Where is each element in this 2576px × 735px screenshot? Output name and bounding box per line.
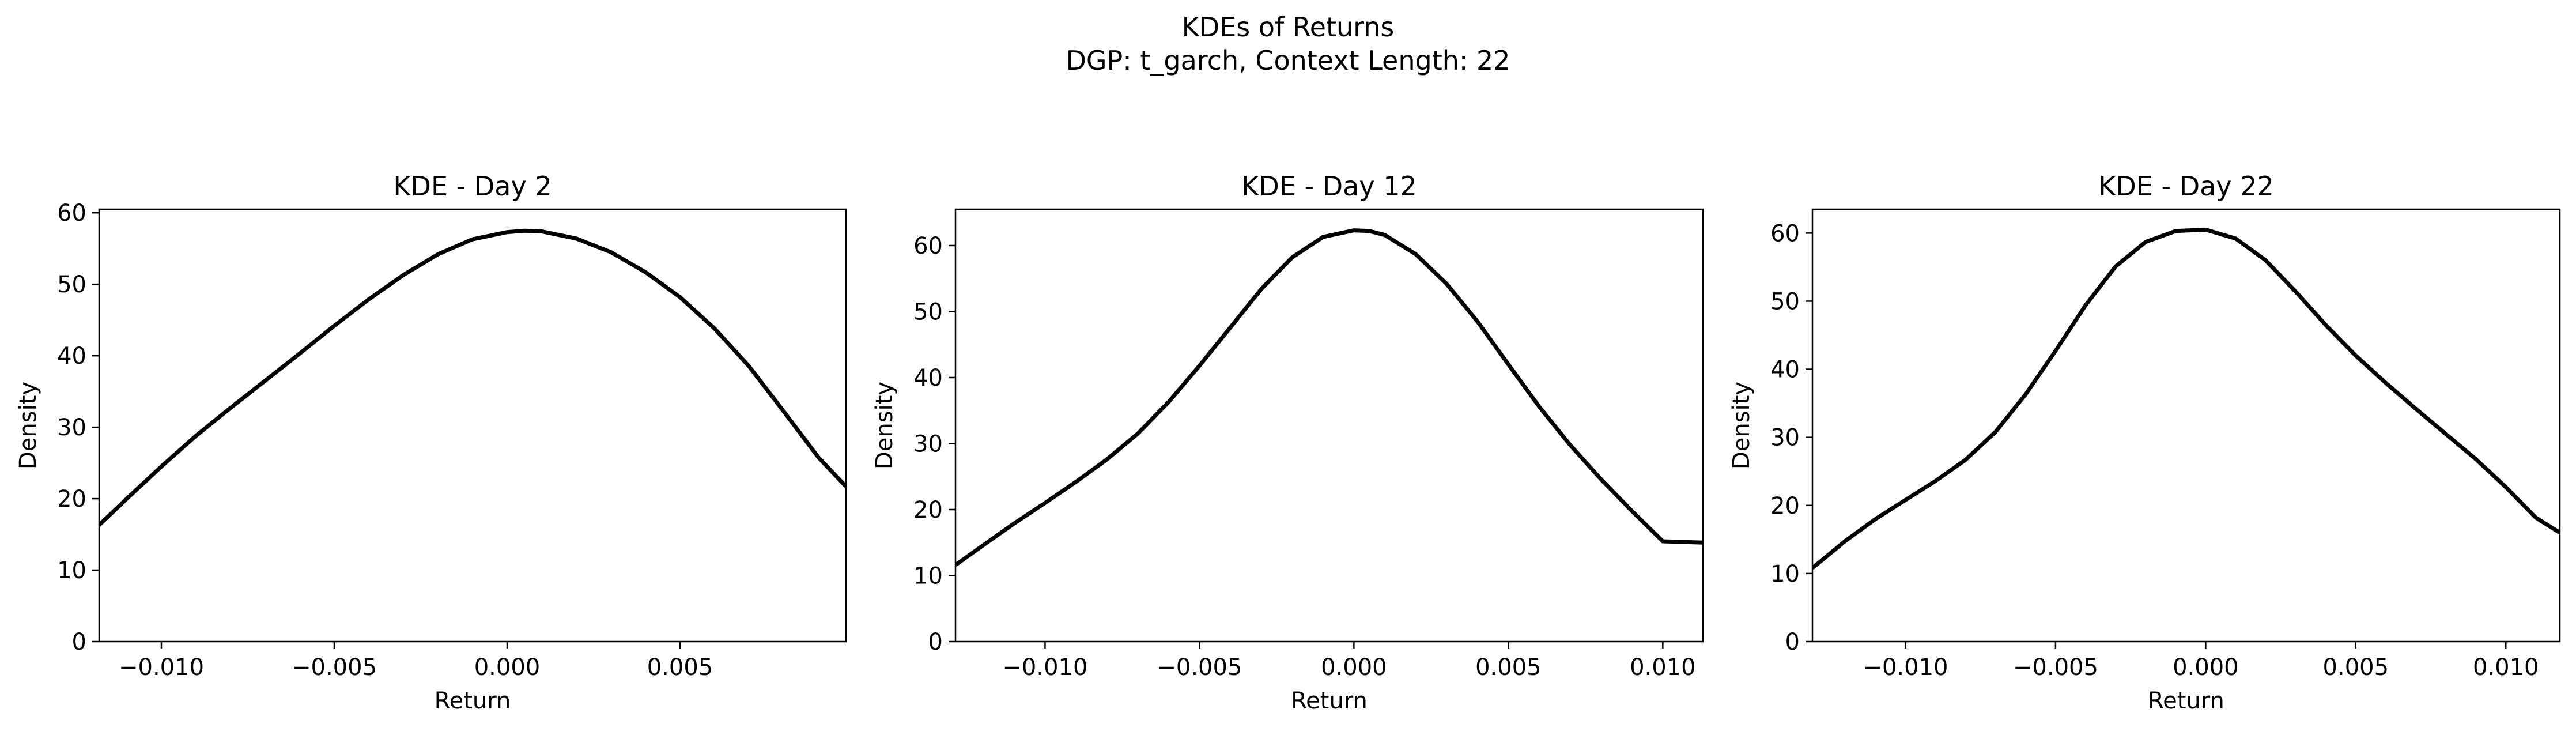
x-tick-label: −0.005 — [292, 654, 377, 681]
y-tick-label: 50 — [913, 299, 943, 325]
x-tick-label: 0.005 — [647, 654, 713, 681]
x-tick-label: −0.005 — [1157, 654, 1242, 681]
kde-density-line — [1812, 227, 2560, 570]
subplot-title: KDE - Day 22 — [2098, 171, 2273, 202]
y-tick-label: 20 — [1770, 493, 1800, 519]
y-axis-label: Density — [1728, 382, 1755, 469]
x-tick-label: −0.010 — [1863, 654, 1948, 681]
x-tick-label: 0.005 — [1475, 654, 1542, 681]
y-tick-label: 40 — [913, 365, 943, 391]
y-tick-label: 0 — [928, 629, 943, 655]
subplot-day-12: KDE - Day 12 −0.010 −0.005 0.000 0.005 0.010 0… — [871, 171, 1704, 714]
y-tick-label: 30 — [913, 431, 943, 457]
y-axis-label: Density — [15, 382, 41, 469]
y-tick-label: 60 — [57, 200, 86, 227]
x-tick-label: −0.005 — [2013, 654, 2098, 681]
figure-suptitle-line1: KDEs of Returns — [1182, 12, 1395, 43]
figure-suptitle-line2: DGP: t_garch, Context Length: 22 — [1066, 45, 1510, 76]
axes-frame — [1811, 208, 2561, 643]
axes-frame — [98, 208, 847, 643]
kde-density-line — [99, 228, 846, 527]
y-tick-label: 20 — [57, 486, 86, 512]
y-tick-label: 10 — [913, 563, 943, 589]
x-tick-label: 0.000 — [474, 654, 541, 681]
x-tick-label: 0.010 — [1630, 654, 1696, 681]
x-tick-label: 0.000 — [2173, 654, 2239, 681]
y-tick-label: 0 — [72, 629, 86, 655]
y-tick-label: 10 — [1770, 561, 1800, 587]
kde-density-line — [955, 228, 1703, 567]
subplot-title: KDE - Day 2 — [393, 171, 552, 202]
y-tick-label: 50 — [1770, 288, 1800, 315]
subplot-day-2: KDE - Day 2 −0.010 −0.005 0.000 0.005 0 10 20 30… — [15, 171, 847, 714]
x-tick-label: −0.010 — [119, 654, 204, 681]
y-tick-label: 10 — [57, 557, 86, 584]
x-axis-label: Return — [2148, 688, 2224, 714]
x-tick-label: −0.010 — [1002, 654, 1087, 681]
subplot-title: KDE - Day 12 — [1241, 171, 1417, 202]
y-tick-label: 40 — [1770, 357, 1800, 383]
x-tick-label: 0.005 — [2323, 654, 2389, 681]
y-tick-label: 20 — [913, 497, 943, 523]
y-tick-label: 0 — [1785, 629, 1800, 655]
x-tick-label: 0.000 — [1321, 654, 1387, 681]
y-tick-label: 30 — [57, 414, 86, 441]
x-axis-label: Return — [435, 688, 511, 714]
x-axis-label: Return — [1291, 688, 1368, 714]
y-tick-label: 40 — [57, 343, 86, 370]
axes-frame — [954, 208, 1704, 643]
y-tick-label: 60 — [1770, 220, 1800, 247]
y-tick-label: 30 — [1770, 425, 1800, 451]
y-tick-label: 60 — [913, 233, 943, 259]
subplot-day-22: KDE - Day 22 −0.010 −0.005 0.000 0.005 0.010 0… — [1728, 171, 2561, 714]
y-axis-label: Density — [871, 382, 898, 469]
x-tick-label: 0.010 — [2473, 654, 2539, 681]
y-tick-label: 50 — [57, 272, 86, 298]
